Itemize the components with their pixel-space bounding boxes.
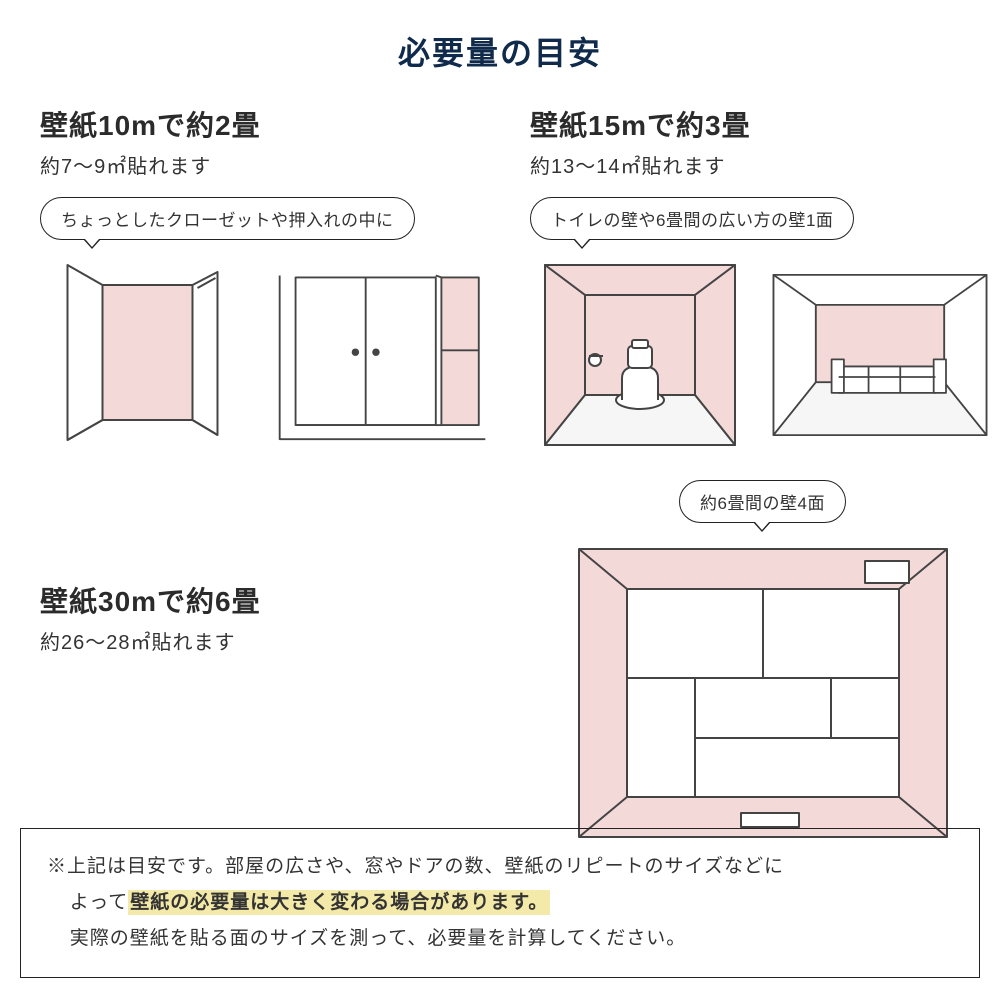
notice-prefix: ※ bbox=[47, 856, 67, 877]
illustration-row bbox=[530, 260, 990, 450]
caption-bubble: ちょっとしたクローゼットや押入れの中に bbox=[40, 197, 415, 240]
toilet-room-illustration bbox=[530, 260, 750, 450]
illustration-row bbox=[40, 260, 490, 450]
caption-bubble: トイレの壁や6畳間の広い方の壁1面 bbox=[530, 197, 854, 240]
section-heading: 壁紙15mで約3畳 bbox=[530, 104, 990, 144]
section-sub: 約13〜14㎡貼れます bbox=[530, 150, 990, 179]
section-10m: 壁紙10mで約2畳 約7〜9㎡貼れます ちょっとしたクローゼットや押入れの中に bbox=[40, 104, 490, 450]
sections-grid: 壁紙10mで約2畳 約7〜9㎡貼れます ちょっとしたクローゼットや押入れの中に bbox=[0, 104, 1000, 843]
notice-text: 上記は目安です。部屋の広さや、窓やドアの数、壁紙のリピートのサイズなどに bbox=[67, 856, 784, 877]
notice-line-1: ※上記は目安です。部屋の広さや、窓やドアの数、壁紙のリピートのサイズなどに bbox=[47, 849, 953, 885]
section-15m: 壁紙15mで約3畳 約13〜14㎡貼れます トイレの壁や6畳間の広い方の壁1面 bbox=[530, 104, 990, 450]
room-onewall-illustration bbox=[770, 260, 990, 450]
section-30m-text: 壁紙30mで約6畳 約26〜28㎡貼れます bbox=[40, 480, 495, 673]
notice-line-2: よって壁紙の必要量は大きく変わる場合があります。 bbox=[47, 885, 953, 921]
section-30m-illus: 約6畳間の壁4面 bbox=[535, 480, 990, 843]
section-sub: 約7〜9㎡貼れます bbox=[40, 150, 490, 179]
notice-line-3: 実際の壁紙を貼る面のサイズを測って、必要量を計算してください。 bbox=[47, 921, 953, 957]
notice-box: ※上記は目安です。部屋の広さや、窓やドアの数、壁紙のリピートのサイズなどに よっ… bbox=[20, 828, 980, 978]
section-sub: 約26〜28㎡貼れます bbox=[40, 626, 495, 655]
caption-bubble: 約6畳間の壁4面 bbox=[679, 480, 846, 523]
page-title: 必要量の目安 bbox=[0, 0, 1000, 104]
section-heading: 壁紙10mで約2畳 bbox=[40, 104, 490, 144]
section-30m: 壁紙30mで約6畳 約26〜28㎡貼れます 約6畳間の壁4面 bbox=[40, 480, 990, 843]
notice-text: よって bbox=[70, 892, 128, 913]
room-4walls-illustration bbox=[573, 543, 953, 843]
closet-illustration bbox=[40, 260, 255, 450]
section-heading: 壁紙30mで約6畳 bbox=[40, 580, 495, 620]
oshiire-illustration bbox=[275, 260, 490, 450]
notice-highlight: 壁紙の必要量は大きく変わる場合があります。 bbox=[128, 890, 550, 915]
